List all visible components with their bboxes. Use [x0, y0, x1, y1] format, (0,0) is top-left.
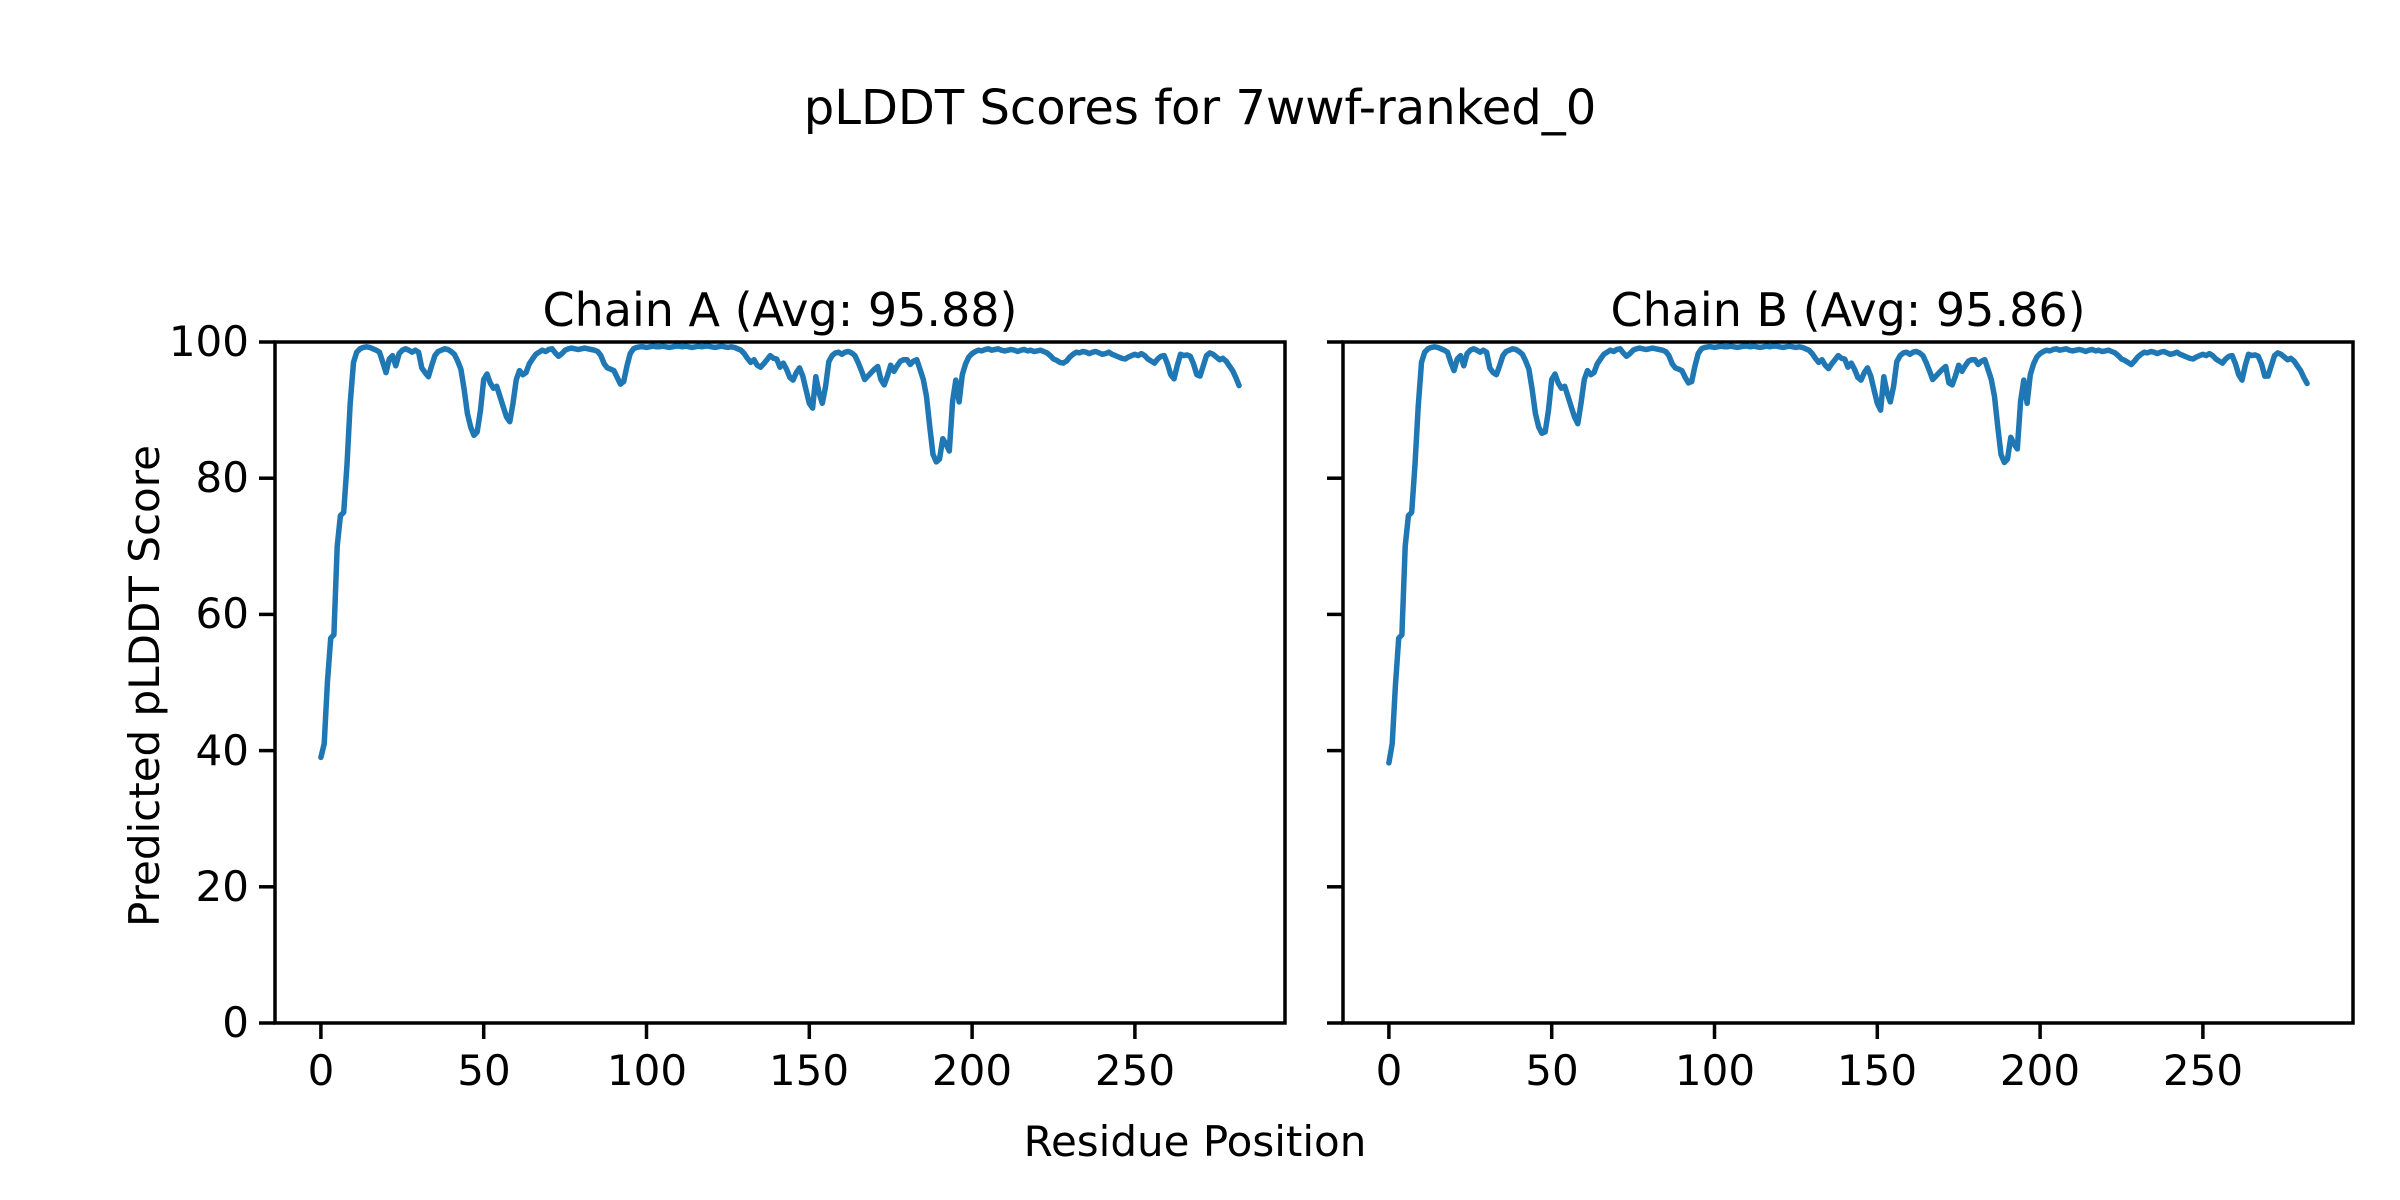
x-tick-label: 50 [1525, 1046, 1579, 1095]
x-tick-label: 100 [606, 1046, 688, 1095]
y-tick-label: 60 [195, 589, 249, 638]
x-tick-label: 100 [1674, 1046, 1756, 1095]
y-axis-label: Predicted pLDDT Score [120, 445, 169, 927]
x-tick-label: 250 [2162, 1046, 2244, 1095]
y-tick-label: 0 [222, 998, 249, 1047]
x-tick-label: 50 [457, 1046, 511, 1095]
tick-marks [1327, 340, 2205, 1039]
y-tick-label: 80 [195, 453, 249, 502]
tick-marks [259, 340, 1137, 1039]
figure-title: pLDDT Scores for 7wwf-ranked_0 [803, 80, 1597, 136]
x-tick-label: 150 [1836, 1046, 1918, 1095]
chain-b-plot: 0 50 100 150 200 250 [1327, 340, 2355, 1095]
plddt-line [1386, 343, 2310, 766]
y-tick-label: 40 [195, 726, 249, 775]
x-tick-label: 0 [307, 1046, 335, 1095]
chain-a-title: Chain A (Avg: 95.88) [542, 283, 1018, 337]
x-tick-label: 200 [1999, 1046, 2081, 1095]
axes-frame [273, 340, 1287, 1025]
x-tick-label: 150 [768, 1046, 850, 1095]
axes-canvas [259, 340, 1287, 1039]
axes-canvas [1327, 340, 2355, 1039]
x-axis-label: Residue Position [1023, 1117, 1367, 1166]
y-tick-label: 20 [195, 862, 249, 911]
chain-b-title: Chain B (Avg: 95.86) [1610, 283, 2086, 337]
x-tick-label: 0 [1375, 1046, 1403, 1095]
plddt-line [318, 343, 1242, 761]
x-tick-label: 250 [1094, 1046, 1176, 1095]
axes-frame [1341, 340, 2355, 1025]
x-tick-label: 200 [931, 1046, 1013, 1095]
y-tick-label: 100 [168, 317, 249, 366]
chain-a-plot: 0 50 100 150 200 250 0 20 40 60 80 100 [169, 317, 1287, 1095]
